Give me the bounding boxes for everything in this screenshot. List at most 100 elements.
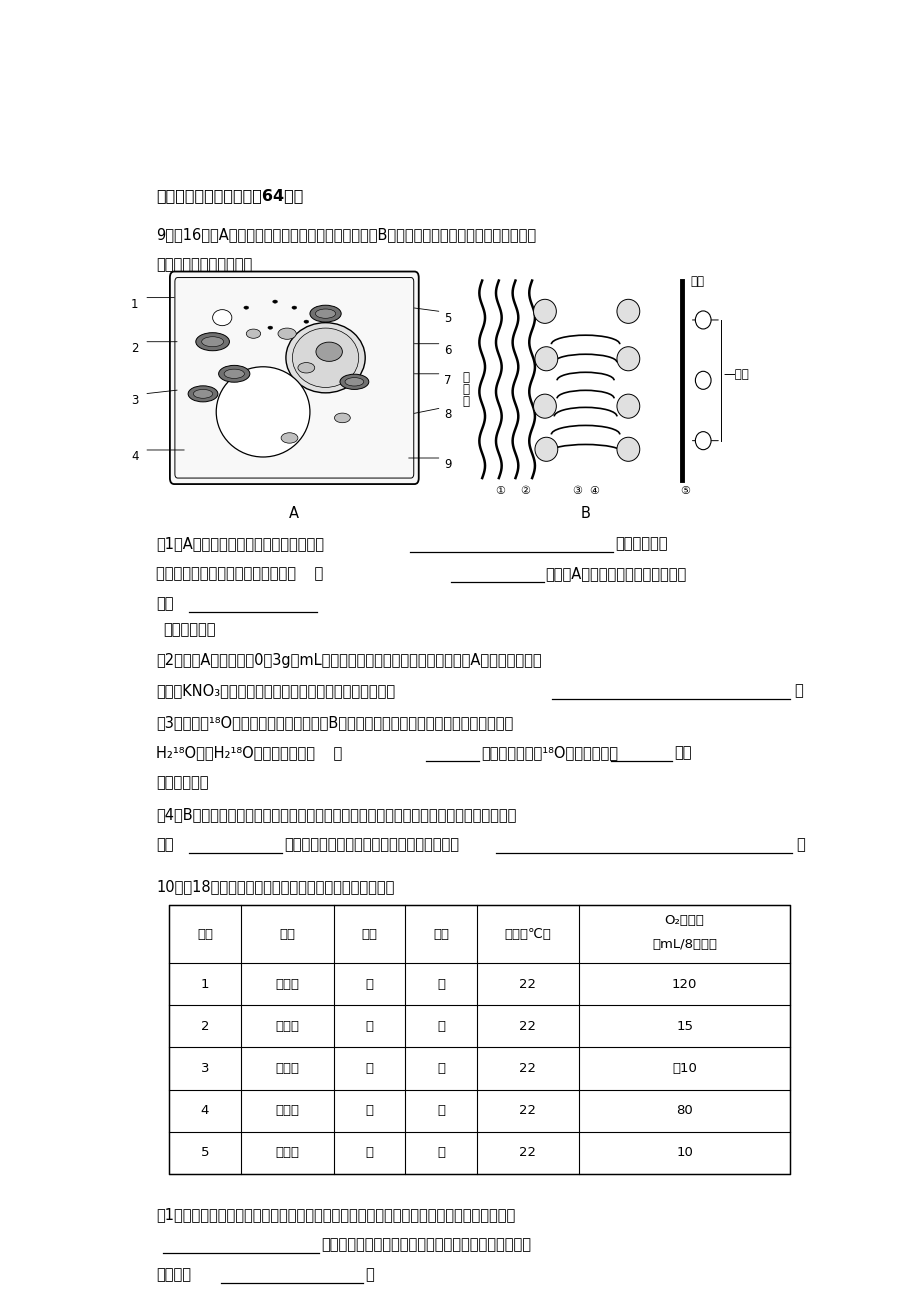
Text: O₂增加量: O₂增加量 <box>664 914 704 927</box>
Ellipse shape <box>291 306 297 310</box>
Text: 。: 。 <box>794 684 802 699</box>
FancyBboxPatch shape <box>170 272 418 484</box>
Text: 核: 核 <box>462 396 469 409</box>
Text: 根: 根 <box>365 1062 373 1075</box>
Text: 图中标号）。: 图中标号）。 <box>156 775 209 790</box>
Ellipse shape <box>534 346 557 371</box>
Ellipse shape <box>315 309 335 318</box>
Text: ，请再举一个能体现生物膜此结构特点的例子: ，请再举一个能体现生物膜此结构特点的例子 <box>284 837 459 852</box>
Ellipse shape <box>267 326 272 329</box>
Text: H₂¹⁸O，则H₂¹⁸O的生成部位是［    ］: H₂¹⁸O，则H₂¹⁸O的生成部位是［ ］ <box>156 745 342 760</box>
Text: 容器: 容器 <box>197 928 212 941</box>
Text: 2: 2 <box>130 341 139 354</box>
Text: 9．（16分）A图为某植物细胞的亚显微结构模式图，B图示某动物细胞分泌蛋白合成和分泌的: 9．（16分）A图为某植物细胞的亚显微结构模式图，B图示某动物细胞分泌蛋白合成和… <box>156 228 536 242</box>
Text: ⑤: ⑤ <box>680 486 689 496</box>
Text: 10: 10 <box>675 1146 692 1159</box>
Text: —信号: —信号 <box>722 368 748 381</box>
Text: 光质: 光质 <box>433 928 448 941</box>
Ellipse shape <box>310 305 341 322</box>
Text: 红: 红 <box>437 978 445 991</box>
Ellipse shape <box>315 342 342 362</box>
Text: 。: 。 <box>795 837 804 852</box>
Ellipse shape <box>244 306 248 310</box>
Text: 4: 4 <box>130 450 139 464</box>
Ellipse shape <box>695 371 710 389</box>
Text: 紫罗兰: 紫罗兰 <box>275 1146 299 1159</box>
Ellipse shape <box>695 311 710 329</box>
Ellipse shape <box>278 328 296 340</box>
Ellipse shape <box>187 385 218 402</box>
Text: （4）B细胞在分泌物分泌前后几种生物膜面积将会发生改变，由此可以说明，生物膜具有一: （4）B细胞在分泌物分泌前后几种生物膜面积将会发生改变，由此可以说明，生物膜具有… <box>156 807 516 822</box>
Bar <box>169 905 789 1174</box>
Text: －10: －10 <box>672 1062 697 1075</box>
Text: 9: 9 <box>444 458 451 471</box>
Text: 2: 2 <box>200 1019 209 1032</box>
Ellipse shape <box>617 395 639 418</box>
Text: 7: 7 <box>444 374 451 387</box>
Ellipse shape <box>286 323 365 393</box>
Text: 22: 22 <box>518 1104 536 1117</box>
Ellipse shape <box>345 378 363 385</box>
Text: 22: 22 <box>518 1019 536 1032</box>
Ellipse shape <box>617 437 639 461</box>
Ellipse shape <box>534 437 557 461</box>
Ellipse shape <box>335 413 350 423</box>
Text: 定的: 定的 <box>156 837 174 852</box>
Text: 质膜: 质膜 <box>689 275 704 288</box>
Text: 天竹葵: 天竹葵 <box>275 1062 299 1075</box>
Text: 22: 22 <box>518 978 536 991</box>
Ellipse shape <box>533 395 556 418</box>
Ellipse shape <box>292 328 358 388</box>
Text: 胞: 胞 <box>462 383 469 396</box>
Text: 部位: 部位 <box>361 928 377 941</box>
Ellipse shape <box>219 366 250 383</box>
Text: ②: ② <box>519 486 529 496</box>
Text: （3）若用含¹⁸O标记的氨基酸培养液培养B图细胞，发现在合成分泌蛋白的过程中产生了: （3）若用含¹⁸O标记的氨基酸培养液培养B图细胞，发现在合成分泌蛋白的过程中产生… <box>156 715 513 730</box>
Text: 红: 红 <box>437 1062 445 1075</box>
Text: 植物: 植物 <box>278 928 295 941</box>
Text: 浓度的KNO₃溶液中会出现质壁分离自动复原的现象，原因: 浓度的KNO₃溶液中会出现质壁分离自动复原的现象，原因 <box>156 684 395 699</box>
Text: B: B <box>580 506 590 521</box>
Text: 途径，请据图回答问题：: 途径，请据图回答问题： <box>156 258 253 272</box>
Ellipse shape <box>617 299 639 323</box>
Ellipse shape <box>695 432 710 449</box>
Text: ③: ③ <box>572 486 582 496</box>
Text: 红: 红 <box>437 1104 445 1117</box>
Text: 天竹葵: 天竹葵 <box>275 978 299 991</box>
Text: 。: 。 <box>365 1267 374 1282</box>
Text: 22: 22 <box>518 1062 536 1075</box>
Ellipse shape <box>340 374 369 389</box>
Ellipse shape <box>201 337 223 346</box>
Ellipse shape <box>617 346 639 371</box>
Text: A: A <box>289 506 299 521</box>
Text: 。某种毒素能: 。某种毒素能 <box>615 536 667 551</box>
Text: 10．（18分）请回答下列有关光合作用和呼吸作用的问题: 10．（18分）请回答下列有关光合作用和呼吸作用的问题 <box>156 879 394 894</box>
Text: 三、简答题（四大题，全64分）: 三、简答题（四大题，全64分） <box>156 189 303 203</box>
Ellipse shape <box>246 329 260 339</box>
Ellipse shape <box>224 370 244 379</box>
Text: 器标号是: 器标号是 <box>156 1267 191 1282</box>
Text: 8: 8 <box>444 408 451 421</box>
Text: 15: 15 <box>675 1019 692 1032</box>
Ellipse shape <box>193 389 212 398</box>
Text: 黄: 黄 <box>437 1146 445 1159</box>
Text: 抑制细胞需氧呼吸，该毒素损伤了［    ］: 抑制细胞需氧呼吸，该毒素损伤了［ ］ <box>156 566 323 581</box>
Text: 3: 3 <box>131 393 139 406</box>
Text: 22: 22 <box>518 1146 536 1159</box>
Ellipse shape <box>533 299 556 323</box>
Text: 。假如A图为动物细胞，不应有的结: 。假如A图为动物细胞，不应有的结 <box>545 566 686 581</box>
Ellipse shape <box>281 432 298 443</box>
Text: 叶: 叶 <box>365 1104 373 1117</box>
Text: 紫罗兰: 紫罗兰 <box>275 1104 299 1117</box>
Text: 3: 3 <box>200 1062 209 1075</box>
Ellipse shape <box>212 310 232 326</box>
Ellipse shape <box>272 299 278 303</box>
Ellipse shape <box>303 320 309 323</box>
Text: 120: 120 <box>671 978 697 991</box>
Ellipse shape <box>298 362 314 372</box>
Text: ①: ① <box>494 486 505 496</box>
Text: 天竹葵: 天竹葵 <box>275 1019 299 1032</box>
Text: （1）上表为某同学探究影响植物光合作用因素所做的实验。据图表可知，探究的影响因素有: （1）上表为某同学探究影响植物光合作用因素所做的实验。据图表可知，探究的影响因素… <box>156 1207 515 1221</box>
Text: （填: （填 <box>674 745 691 760</box>
Text: 叶: 叶 <box>365 978 373 991</box>
